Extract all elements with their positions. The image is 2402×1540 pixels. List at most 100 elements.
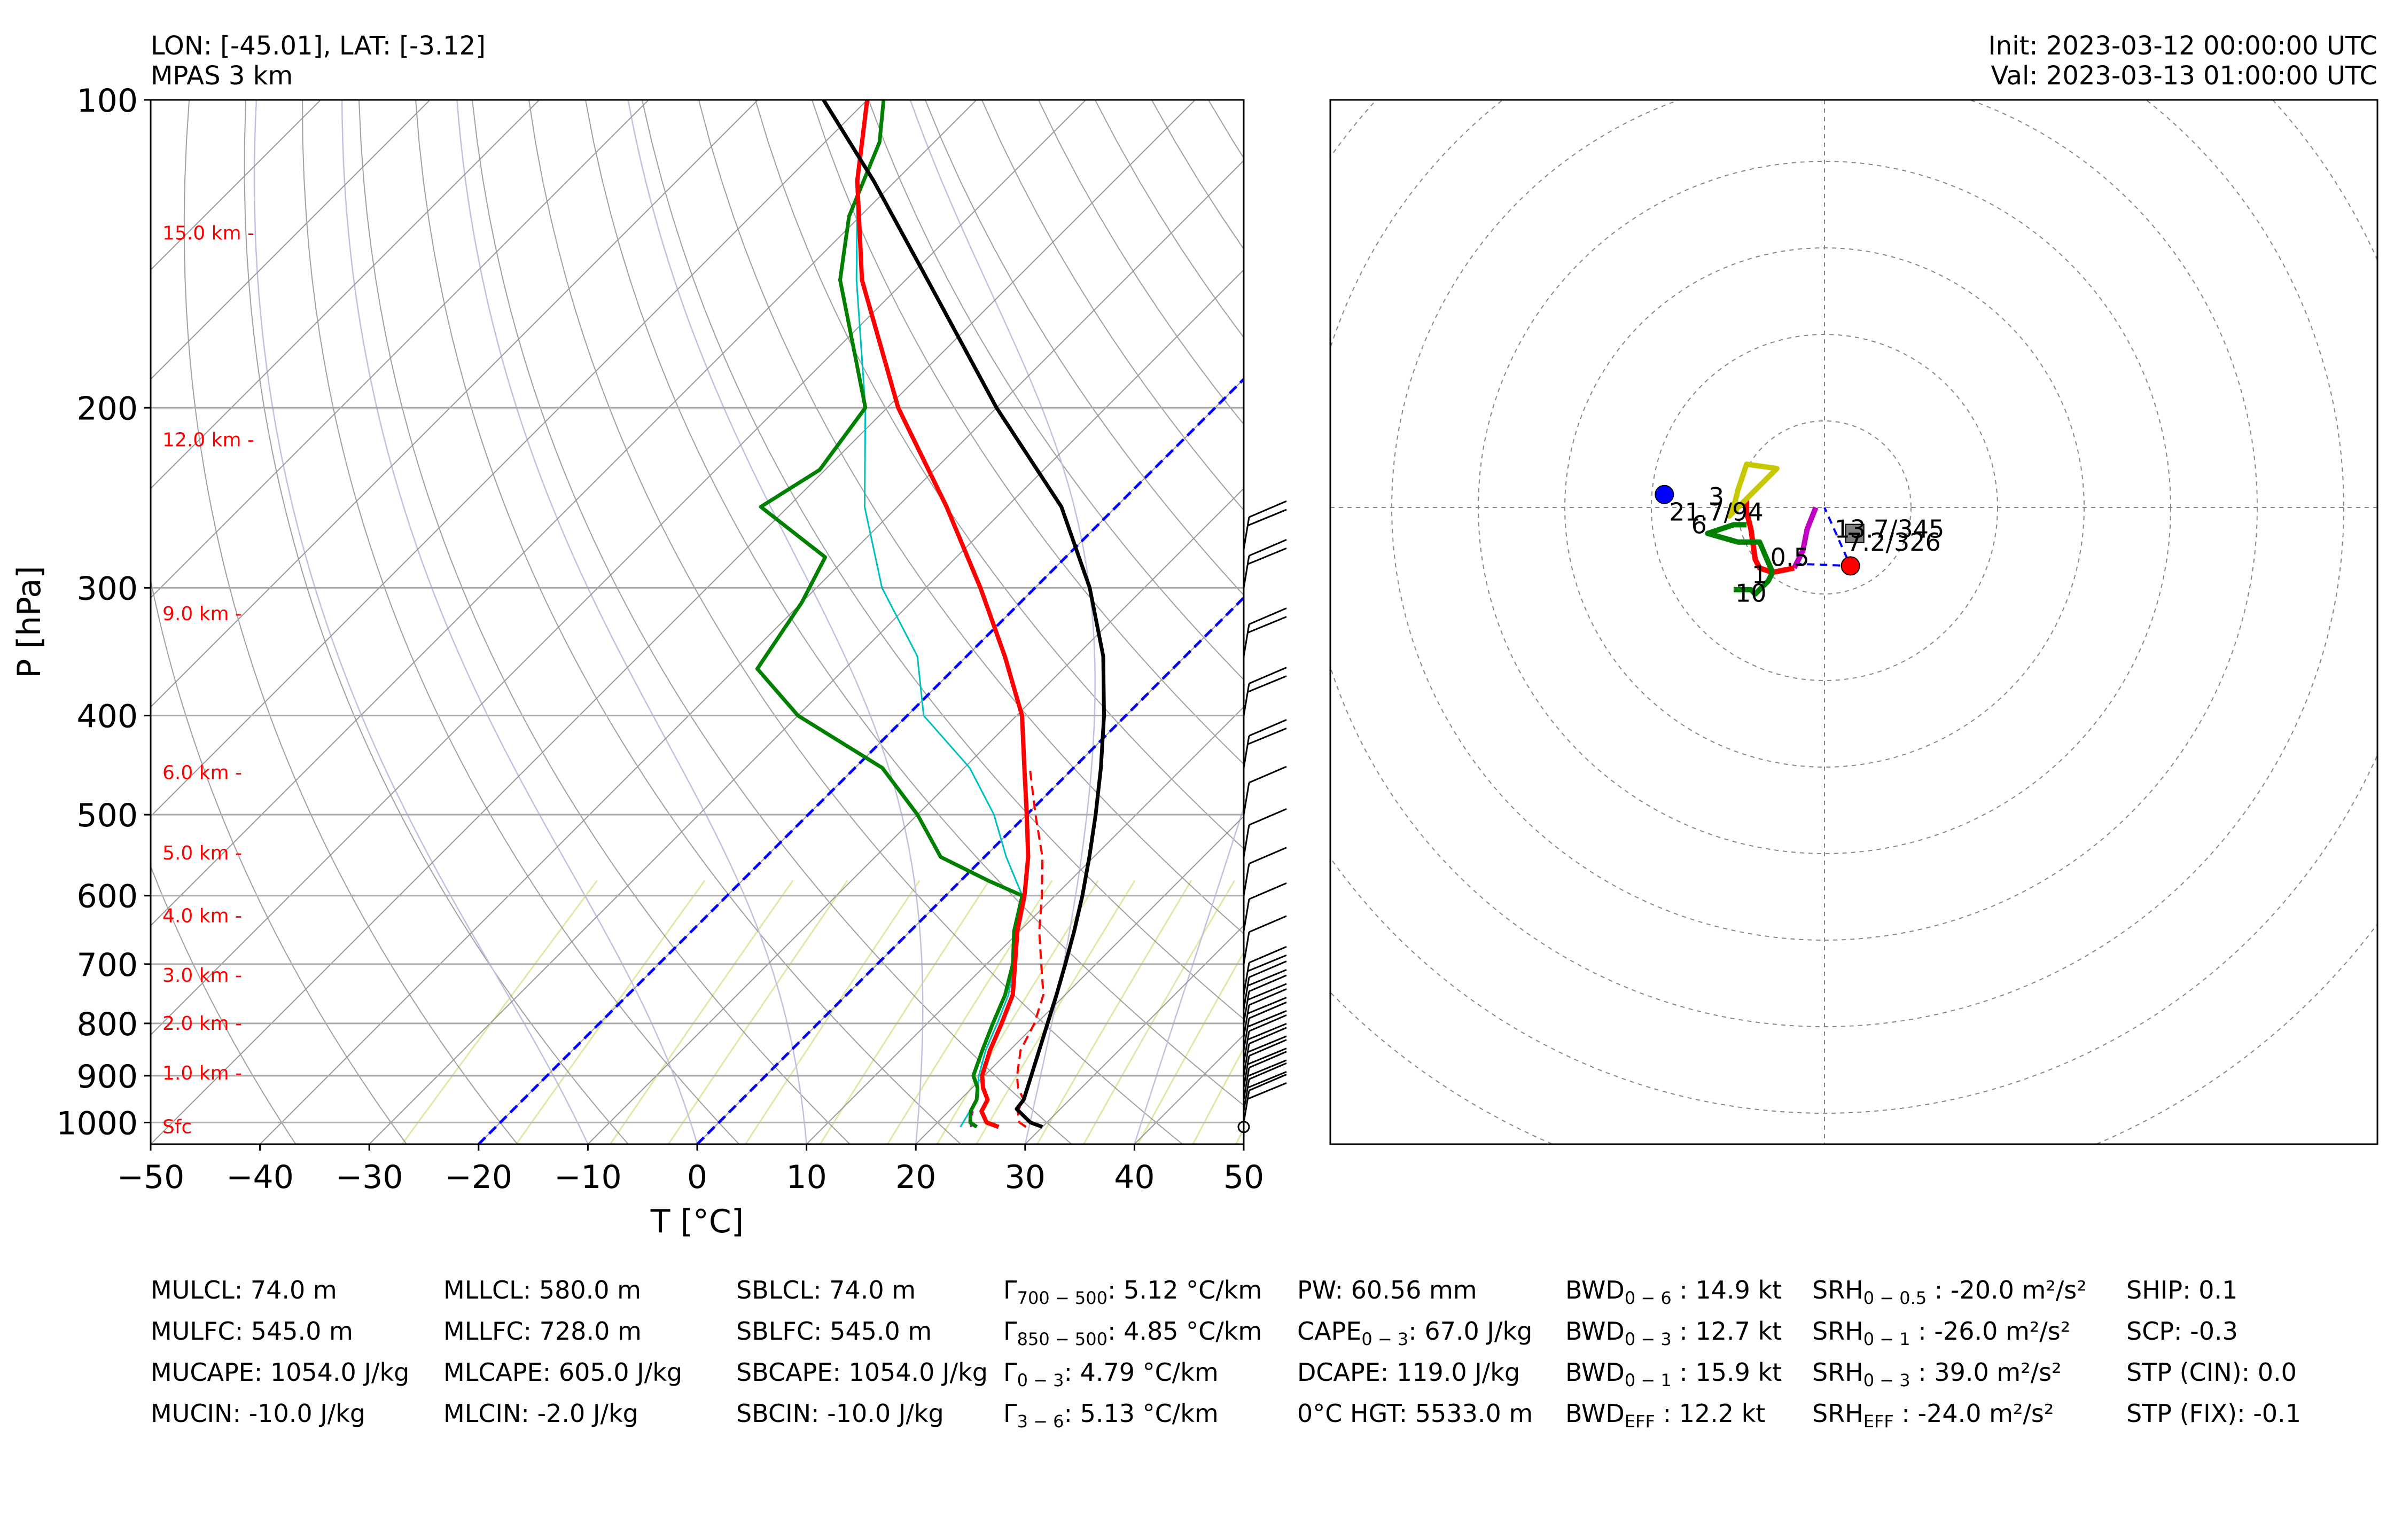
wind-barb-flag bbox=[1247, 1059, 1287, 1077]
index-value: BWD0 − 6 : 14.9 kt bbox=[1565, 1277, 1782, 1311]
dry-adiabat bbox=[472, 100, 1072, 1144]
skewt-plot-area bbox=[151, 100, 2402, 1145]
hodo-annotation: 7.2/326 bbox=[1846, 528, 1940, 557]
mixing-ratio-line bbox=[819, 880, 990, 1144]
index-subscript: 0 − 3 bbox=[1361, 1329, 1409, 1349]
index-number: : 15.9 kt bbox=[1671, 1358, 1782, 1387]
index-name: SRH bbox=[1812, 1358, 1863, 1387]
index-name: Γ bbox=[1003, 1358, 1017, 1387]
wind-barb-flag bbox=[1247, 1047, 1287, 1066]
dry-adiabat bbox=[151, 577, 407, 1144]
index-subscript: 0 − 6 bbox=[1624, 1288, 1672, 1308]
index-number: : 12.2 kt bbox=[1655, 1399, 1766, 1428]
wind-barb bbox=[1243, 1018, 1250, 1051]
wind-barb-flag bbox=[1247, 954, 1287, 972]
wind-barb bbox=[1243, 932, 1250, 965]
isotherm bbox=[151, 100, 977, 927]
index-name: BWD bbox=[1565, 1317, 1625, 1346]
x-tick-label: 30 bbox=[1005, 1159, 1046, 1196]
y-tick-label: 1000 bbox=[56, 1105, 138, 1142]
hodo-segment bbox=[1726, 462, 1780, 519]
wind-barb bbox=[1243, 899, 1250, 932]
mixing-ratio-line bbox=[516, 880, 706, 1144]
wind-barb-flag bbox=[1247, 675, 1287, 693]
wind-barb-flag bbox=[1249, 915, 1287, 933]
skewt-frame bbox=[150, 99, 1245, 1145]
index-value: STP (CIN): 0.0 bbox=[2126, 1358, 2297, 1387]
mixing-ratio-line bbox=[610, 880, 794, 1144]
index-name: SRH bbox=[1812, 1276, 1863, 1304]
wind-barb-flag bbox=[1247, 997, 1287, 1014]
dry-adiabat bbox=[1548, 100, 2402, 1144]
dry-adiabat bbox=[981, 100, 1244, 511]
height-label: 4.0 km - bbox=[162, 905, 242, 927]
storm-motion-left bbox=[1655, 484, 1674, 504]
wind-barb bbox=[1243, 556, 1250, 588]
isotherm bbox=[1025, 925, 1244, 1144]
isotherm bbox=[151, 100, 649, 599]
mixing-ratio-line bbox=[1279, 881, 1415, 1145]
wind-barb-flag bbox=[1247, 1070, 1287, 1089]
isotherm bbox=[369, 269, 1244, 1144]
x-tick-label: 0 bbox=[687, 1159, 707, 1196]
y-tick-label: 900 bbox=[76, 1058, 138, 1096]
dry-adiabat bbox=[811, 100, 1244, 765]
mixing-ratio-line bbox=[1137, 951, 1244, 1144]
index-value: SBCAPE: 1054.0 J/kg bbox=[736, 1358, 988, 1387]
y-tick-label: 600 bbox=[76, 878, 138, 916]
index-number: : -20.0 m²/s² bbox=[1927, 1276, 2087, 1304]
index-value: PW: 60.56 mm bbox=[1297, 1277, 1477, 1303]
dry-adiabat bbox=[1378, 100, 2402, 1144]
wind-barb-flag bbox=[1249, 667, 1287, 684]
index-subscript: 0 − 3 bbox=[1863, 1370, 1910, 1390]
index-subscript: 0 − 3 bbox=[1017, 1370, 1064, 1390]
y-axis-label: P [hPa] bbox=[11, 566, 48, 678]
profile-dewpoint bbox=[755, 100, 1024, 1129]
wind-barb-flag bbox=[1249, 847, 1287, 865]
index-name: Γ bbox=[1003, 1276, 1017, 1304]
isotherm bbox=[1243, 1143, 1244, 1144]
dry-adiabat bbox=[528, 100, 1183, 1144]
dry-adiabat bbox=[1207, 100, 1244, 159]
mixing-ratio-line bbox=[976, 880, 1136, 1144]
index-subscript: 0 − 0.5 bbox=[1863, 1288, 1927, 1308]
hodo-height-marker: 0.5 bbox=[1771, 543, 1810, 572]
index-value: MLCIN: -2.0 J/kg bbox=[443, 1399, 638, 1428]
wind-barb bbox=[1243, 1067, 1250, 1100]
hodo-annotation: 13.7/345 bbox=[1835, 515, 1945, 544]
hodo-ring bbox=[1330, 923, 2377, 1144]
index-value: SBCIN: -10.0 J/kg bbox=[736, 1399, 944, 1428]
index-value: BWDEFF : 12.2 kt bbox=[1565, 1400, 1765, 1435]
wind-barb bbox=[1243, 991, 1250, 1024]
wind-barb-flag bbox=[1247, 1082, 1287, 1100]
isotherm bbox=[151, 100, 759, 708]
y-tick-label: 700 bbox=[76, 947, 138, 984]
y-tick-label: 500 bbox=[76, 797, 138, 834]
x-tick-label: −50 bbox=[117, 1159, 185, 1196]
mixing-ratio-line bbox=[401, 880, 598, 1144]
dry-adiabat bbox=[1322, 100, 2402, 1144]
hodo-ring bbox=[1330, 100, 2377, 1114]
index-number: : 14.9 kt bbox=[1671, 1276, 1782, 1304]
wind-barb-flag bbox=[1249, 607, 1287, 625]
wind-barb-flag bbox=[1249, 1027, 1287, 1045]
index-value: MUCIN: -10.0 J/kg bbox=[151, 1399, 366, 1428]
height-label: 6.0 km - bbox=[162, 762, 242, 784]
init-time-label: Init: 2023-03-12 00:00:00 UTC bbox=[1988, 31, 2377, 61]
moist-adiabat bbox=[1134, 805, 1244, 1144]
moist-adiabat bbox=[456, 100, 807, 1144]
wind-barb bbox=[1243, 1031, 1250, 1064]
index-value: SRH0 − 1 : -26.0 m²/s² bbox=[1812, 1318, 2070, 1353]
index-subscript: 700 − 500 bbox=[1017, 1288, 1108, 1308]
dry-adiabat bbox=[1038, 100, 1244, 425]
wind-barb-flag bbox=[1247, 548, 1287, 565]
dry-adiabat bbox=[358, 100, 851, 1144]
dry-adiabat bbox=[151, 865, 297, 1144]
index-number: : 5.12 °C/km bbox=[1107, 1276, 1262, 1304]
x-tick-label: −30 bbox=[336, 1159, 403, 1196]
storm-motion-right bbox=[1841, 556, 1860, 576]
wind-barb bbox=[1243, 683, 1250, 716]
wind-barb-calm bbox=[1237, 1121, 1250, 1133]
height-label: 12.0 km - bbox=[162, 429, 254, 451]
dry-adiabat bbox=[754, 100, 1244, 850]
